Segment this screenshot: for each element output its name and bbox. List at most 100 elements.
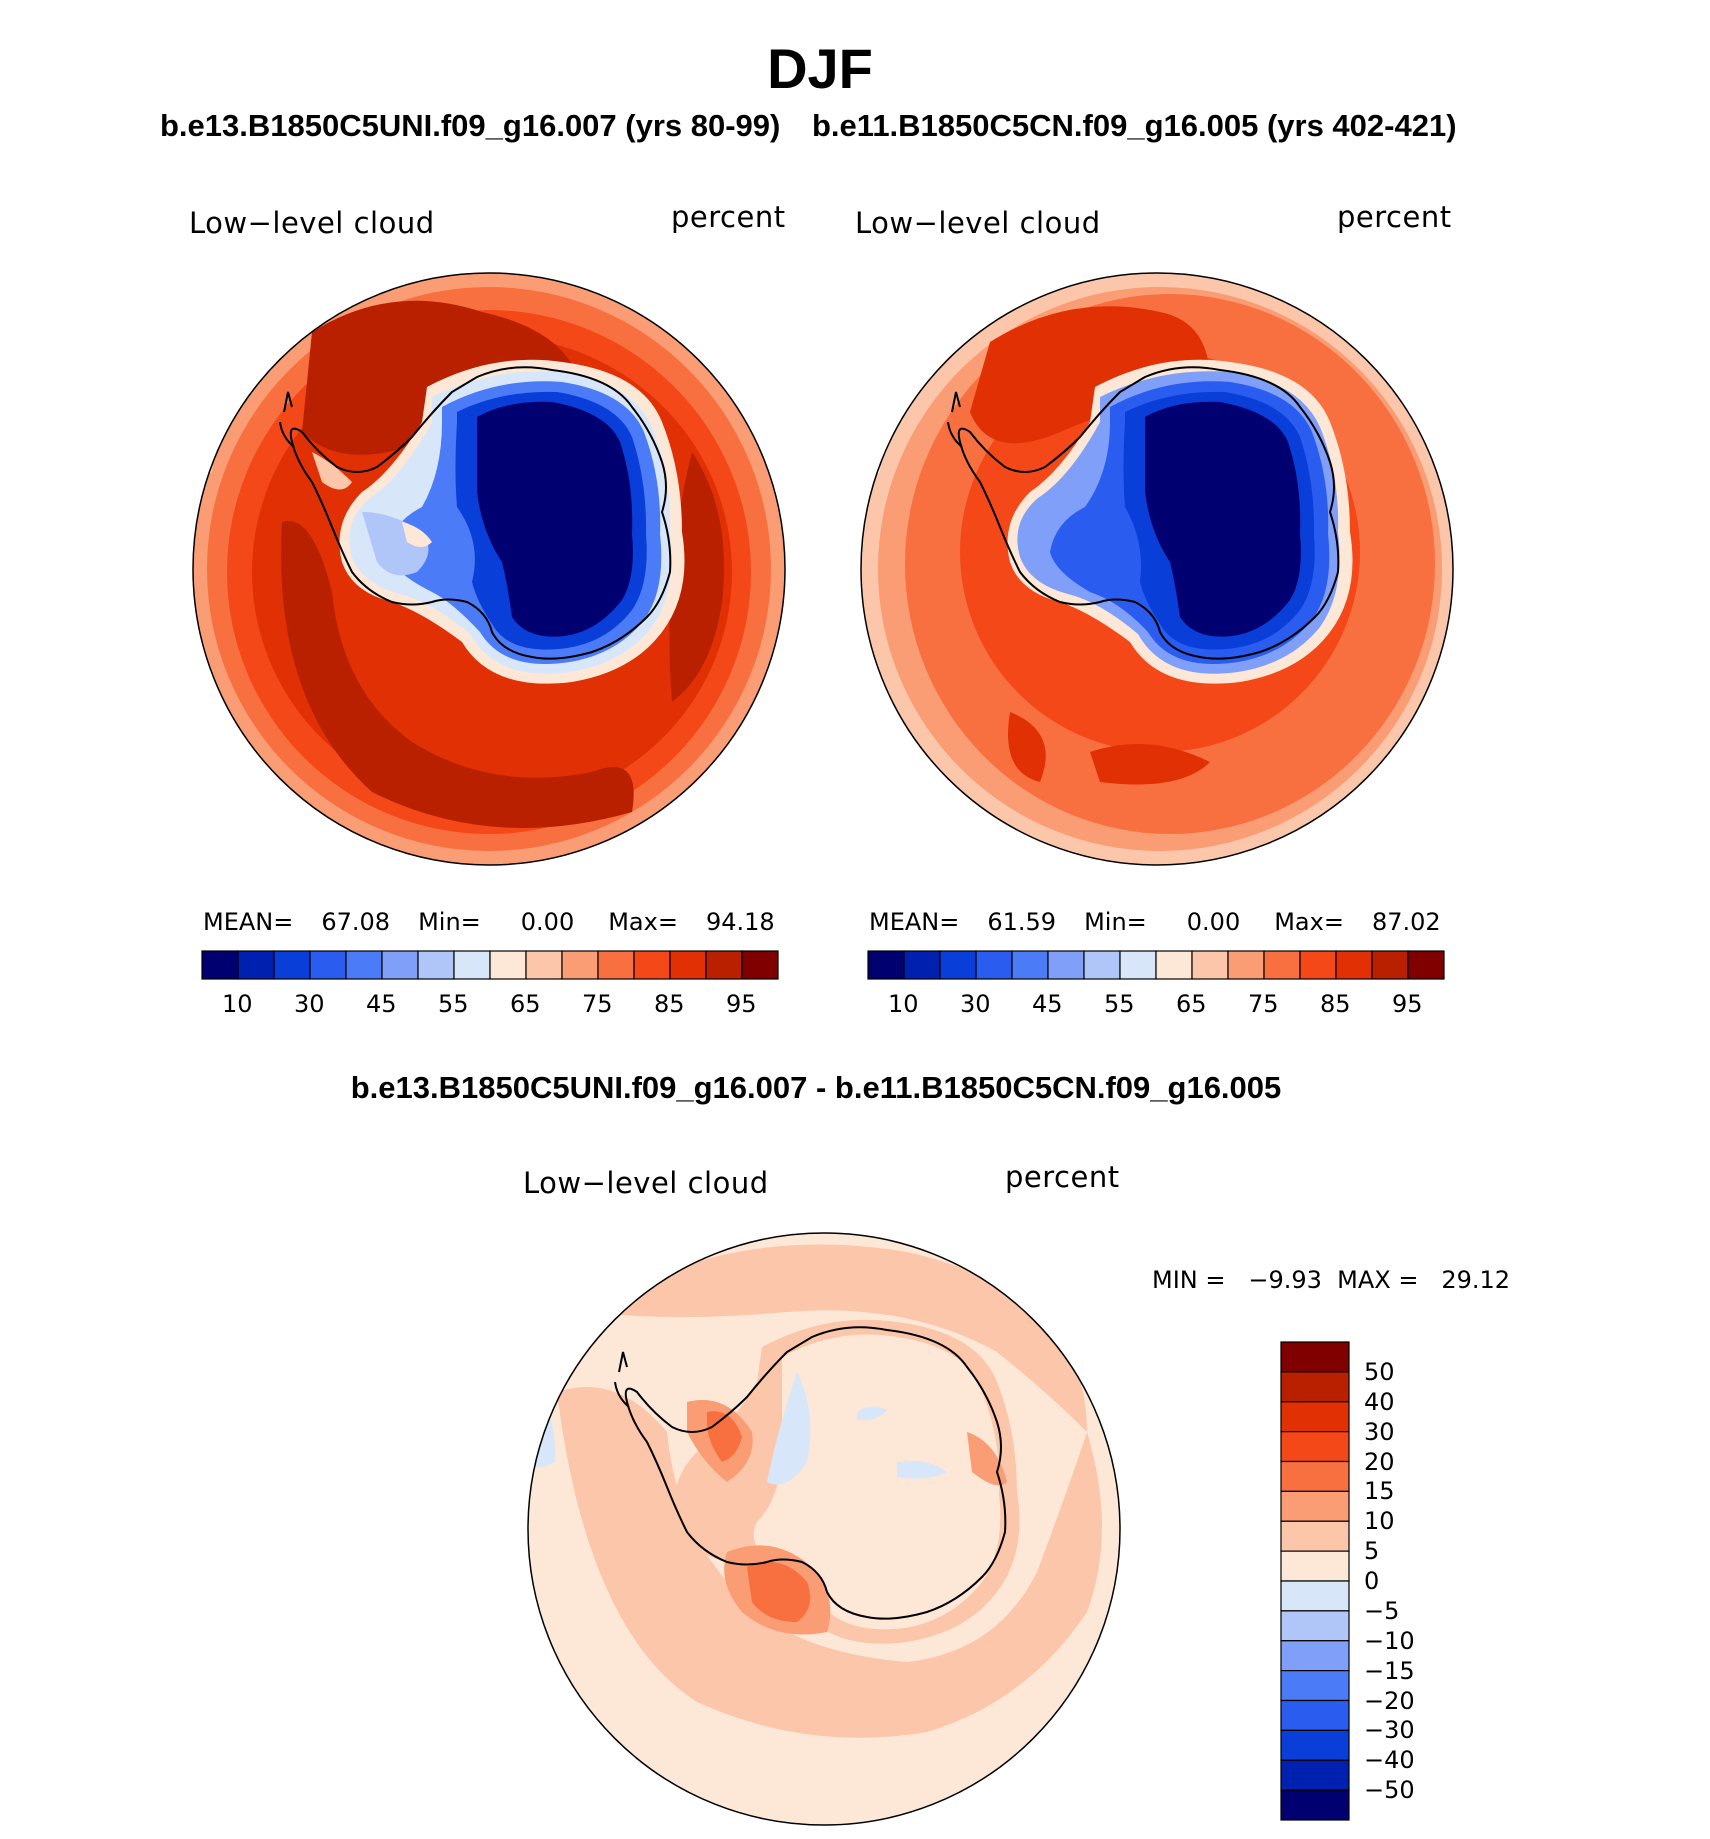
colorbar-difference-tick: 50 [1364,1357,1395,1386]
polar-map-difference [527,1232,1121,1826]
colorbar-left-tick: 65 [510,990,541,1018]
colorbar-left-tick: 10 [222,990,253,1018]
colorbar-difference-box [1280,1759,1350,1791]
colorbar-right-tick: 85 [1320,990,1351,1018]
colorbar-difference-box [1280,1670,1350,1702]
colorbar-difference-tick: −20 [1364,1686,1415,1715]
units-label-left: percent [671,200,786,234]
colorbar-left-box [201,950,239,980]
units-label-diff: percent [1005,1160,1120,1194]
page-title: DJF [767,37,873,100]
colorbar-right-box [903,950,941,980]
colorbar-right-box [1155,950,1193,980]
colorbar-right-box [1191,950,1229,980]
colorbar-right-box [1335,950,1373,980]
colorbar-difference-box [1280,1789,1350,1821]
colorbar-right-tick: 45 [1032,990,1063,1018]
colorbar-right [867,950,1445,980]
colorbar-right-tick: 55 [1104,990,1135,1018]
colorbar-right-box [1407,950,1445,980]
colorbar-right-box [1119,950,1157,980]
colorbar-difference-box [1280,1699,1350,1731]
stats-left: MEAN= 67.08 Min= 0.00 Max= 94.18 [203,908,775,936]
min-label-left: Min= [418,908,481,936]
colorbar-right-box [1047,950,1085,980]
max-value-right: 87.02 [1371,908,1441,936]
colorbar-difference-tick: 10 [1364,1507,1395,1536]
units-label-right: percent [1337,200,1452,234]
mean-label-right: MEAN= [869,908,960,936]
min-label-right: Min= [1084,908,1147,936]
colorbar-right-tick: 65 [1176,990,1207,1018]
colorbar-difference-tick: −10 [1364,1626,1415,1655]
colorbar-left-box [705,950,743,980]
colorbar-right-box [1371,950,1409,980]
colorbar-difference-tick: 5 [1364,1537,1380,1566]
colorbar-right-box [867,950,905,980]
colorbar-left-tick: 30 [294,990,325,1018]
colorbar-left-box [561,950,599,980]
difference-title: b.e13.B1850C5UNI.f09_g16.007 - b.e11.B18… [350,1070,1282,1105]
colorbar-difference-box [1280,1401,1350,1433]
min-value-right: 0.00 [1186,908,1241,936]
colorbar-difference-box [1280,1520,1350,1552]
variable-label-left: Low−level cloud [189,206,435,240]
polar-map-left [192,272,786,866]
diff-minmax: MIN = −9.93 MAX = 29.12 [1152,1266,1511,1294]
colorbar-right-box [939,950,977,980]
colorbar-difference-tick: 20 [1364,1447,1395,1476]
colorbar-difference [1280,1341,1350,1821]
colorbar-left-box [669,950,707,980]
colorbar-left-tick: 85 [654,990,685,1018]
stats-right: MEAN= 61.59 Min= 0.00 Max= 87.02 [869,908,1441,936]
colorbar-right-tick: 75 [1248,990,1279,1018]
colorbar-left-box [273,950,311,980]
colorbar-left-box [237,950,275,980]
colorbar-left-tick: 55 [438,990,469,1018]
colorbar-left-tick: 95 [726,990,757,1018]
colorbar-left-box [417,950,455,980]
colorbar-ticks-left: 10 30 45 55 65 75 85 95 [202,990,778,1020]
colorbar-difference-tick: −30 [1364,1716,1415,1745]
colorbar-difference-tick: 0 [1364,1567,1380,1595]
colorbar-difference-box [1280,1341,1350,1373]
max-label-left: Max= [608,908,678,936]
colorbar-right-box [1263,950,1301,980]
colorbar-difference-tick: −50 [1364,1776,1415,1805]
colorbar-difference-box [1280,1729,1350,1761]
colorbar-right-tick: 30 [960,990,991,1018]
colorbar-right-box [1299,950,1337,980]
colorbar-difference-tick: −40 [1364,1746,1415,1775]
colorbar-left-box [489,950,527,980]
mean-value-left: 67.08 [321,908,391,936]
mean-value-right: 61.59 [987,908,1057,936]
variable-label-diff: Low−level cloud [523,1166,769,1200]
colorbar-right-box [1227,950,1265,980]
max-label-right: Max= [1274,908,1344,936]
colorbar-difference-box [1280,1580,1350,1612]
colorbar-difference-box [1280,1640,1350,1672]
mean-label-left: MEAN= [203,908,294,936]
colorbar-left-box [525,950,563,980]
colorbar-difference-box [1280,1460,1350,1492]
colorbar-left-box [453,950,491,980]
colorbar-left-box [345,950,383,980]
polar-map-right [860,272,1454,866]
colorbar-difference-tick: −5 [1364,1596,1400,1625]
colorbar-left-tick: 45 [366,990,397,1018]
colorbar-right-box [1083,950,1121,980]
colorbar-difference-box [1280,1431,1350,1463]
colorbar-left-box [633,950,671,980]
colorbar-ticks-difference: 50 40 30 20 15 10 5 0 −5 −10 −15 −20 −30 −40 −50 [1364,1342,1444,1820]
colorbar-left-box [381,950,419,980]
max-value-left: 94.18 [705,908,775,936]
min-value-left: 0.00 [520,908,575,936]
variable-label-right: Low−level cloud [855,206,1101,240]
colorbar-left-box [597,950,635,980]
colorbar-difference-box [1280,1490,1350,1522]
colorbar-left-tick: 75 [582,990,613,1018]
colorbar-right-tick: 10 [888,990,919,1018]
colorbar-difference-tick: −15 [1364,1656,1415,1685]
colorbar-right-box [975,950,1013,980]
colorbar-right-tick: 95 [1392,990,1423,1018]
